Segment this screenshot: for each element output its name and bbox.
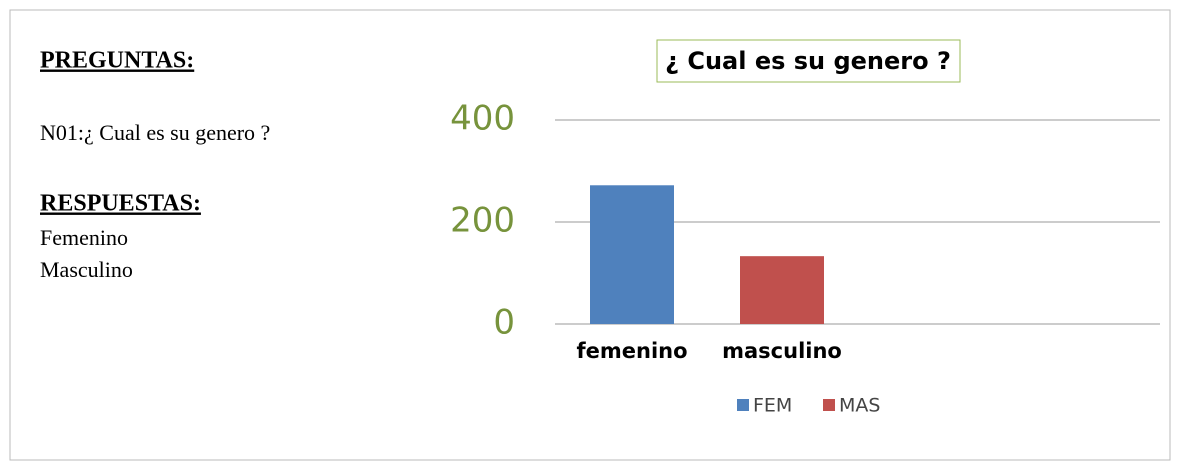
legend-swatch bbox=[737, 399, 749, 411]
legend-label: FEM bbox=[753, 395, 792, 417]
y-tick-label: 200 bbox=[450, 201, 515, 241]
y-tick-label: 0 bbox=[493, 303, 515, 343]
legend-swatch bbox=[823, 399, 835, 411]
bar bbox=[590, 185, 674, 324]
title-box bbox=[656, 39, 961, 83]
y-tick-label: 400 bbox=[450, 99, 515, 139]
x-tick-label: masculino bbox=[722, 339, 842, 363]
question: N01:¿ Cual es su genero ? bbox=[40, 120, 270, 145]
chart-title: ¿ Cual es su genero ? bbox=[665, 47, 951, 75]
x-tick-label: femenino bbox=[576, 339, 687, 363]
answer: Femenino bbox=[40, 225, 128, 250]
legend-label: MAS bbox=[839, 395, 880, 417]
answers-heading: RESPUESTAS: bbox=[40, 191, 201, 217]
questions-heading: PREGUNTAS: bbox=[40, 48, 194, 74]
answer: Masculino bbox=[40, 257, 133, 282]
bar bbox=[740, 256, 824, 324]
